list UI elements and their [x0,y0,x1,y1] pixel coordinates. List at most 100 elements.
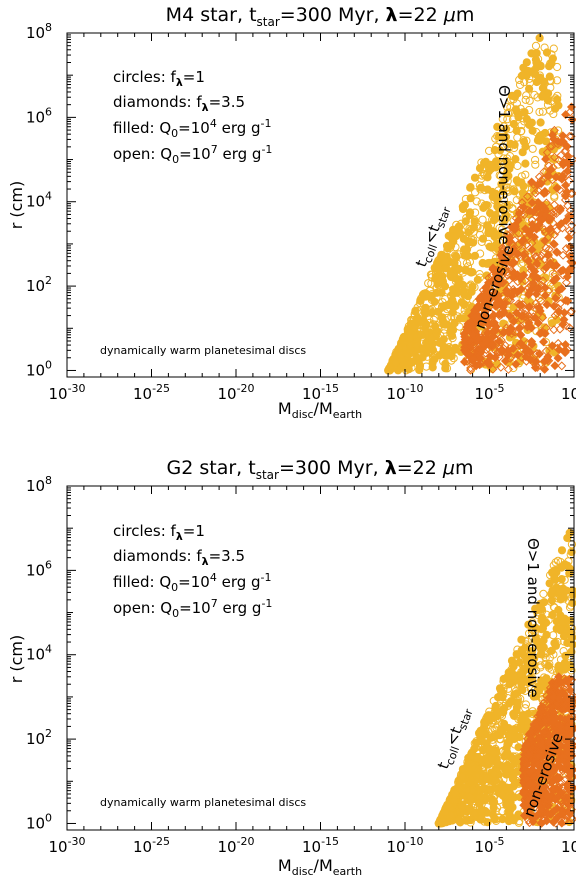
circle-point [480,726,489,735]
circle-point [516,80,525,90]
diamond-point [553,699,563,709]
diamond-point [524,779,534,789]
diamond-point [533,302,543,312]
diamond-point [556,762,566,772]
circle-point [486,220,496,229]
diamond-point [540,329,550,339]
circle-point [478,215,487,224]
diamond-point [532,258,542,268]
legend-filled: filled: Q0=104 erg g-1 [113,117,272,140]
circle-point [542,48,552,57]
diamond-point [540,210,550,220]
circle-point [491,192,500,201]
diamond-point [539,703,549,713]
circle-point [446,270,455,279]
diamond-point [548,704,558,714]
diamond-point [524,767,534,777]
circle-point [521,704,530,713]
circle-point [519,137,529,146]
diamond-point [565,719,575,729]
circle-point [467,268,476,277]
circle-point [499,122,508,131]
circle-point [494,204,503,213]
circle-point [545,659,554,669]
circle-point [466,754,475,763]
circle-point [539,589,548,599]
diamond-point [527,245,537,255]
diamond-point [546,778,556,788]
diamond-point [541,346,551,356]
diamond-point [485,294,495,304]
circle-point [522,91,531,100]
circle-point [417,344,426,353]
diamond-point [531,289,541,299]
circle-point [517,651,527,660]
diamond-point [502,267,512,277]
circle-point [557,582,566,591]
circle-point [503,108,512,118]
circle-point [454,816,463,825]
circle-point [519,70,528,79]
diamond-point [540,236,550,246]
diamond-point [472,315,482,325]
circle-point [535,107,544,117]
circle-point [498,747,507,756]
diamond-point [503,364,513,374]
circle-point [464,301,473,310]
diamond-point [509,258,519,268]
diamond-point [560,755,570,765]
circle-point [478,742,487,752]
circle-point [455,264,464,274]
diamond-point [537,789,547,799]
circle-point [550,639,559,648]
diamond-point [539,188,549,198]
circle-point [542,610,551,619]
diamond-point [468,329,478,339]
diamond-point [509,316,519,326]
diamond-point [549,125,559,135]
diamond-point [539,254,549,264]
diamond-point [520,276,530,286]
circle-point [486,160,495,169]
circle-point [508,115,518,124]
circle-point [485,796,494,805]
circle-point [531,604,540,613]
circle-point [518,685,527,695]
y-tick-label: 100 [26,811,52,832]
circle-point [439,320,448,329]
circle-point [504,187,513,196]
circle-point [492,142,501,151]
diamond-point [526,265,536,276]
x-tick-label: 10-25 [133,382,170,403]
diamond-point [508,343,518,353]
circle-point [531,160,540,169]
circle-point [550,566,559,575]
circle-point [483,170,492,179]
y-tick-label: 108 [26,474,52,495]
diamond-point [551,208,561,219]
circle-point [500,752,509,761]
diamond-point [488,327,499,337]
circle-point [427,290,436,299]
diamond-point [534,206,544,216]
diamond-point [539,337,549,347]
circle-point [530,686,539,695]
circle-point [562,663,571,672]
circle-point [404,322,413,331]
diamond-point [526,751,536,761]
diamond-point [519,788,529,798]
circle-point [535,71,545,80]
circle-point [414,357,423,367]
circle-point [549,44,558,53]
diamond-point [562,166,572,176]
circle-point [524,620,533,629]
circle-point [548,610,557,620]
diamond-point [554,693,564,703]
diamond-point [524,283,534,293]
circle-point [399,332,408,342]
diamond-point [549,239,559,249]
diamond-point [468,354,478,364]
circle-point [481,719,490,729]
circle-point [547,59,556,68]
